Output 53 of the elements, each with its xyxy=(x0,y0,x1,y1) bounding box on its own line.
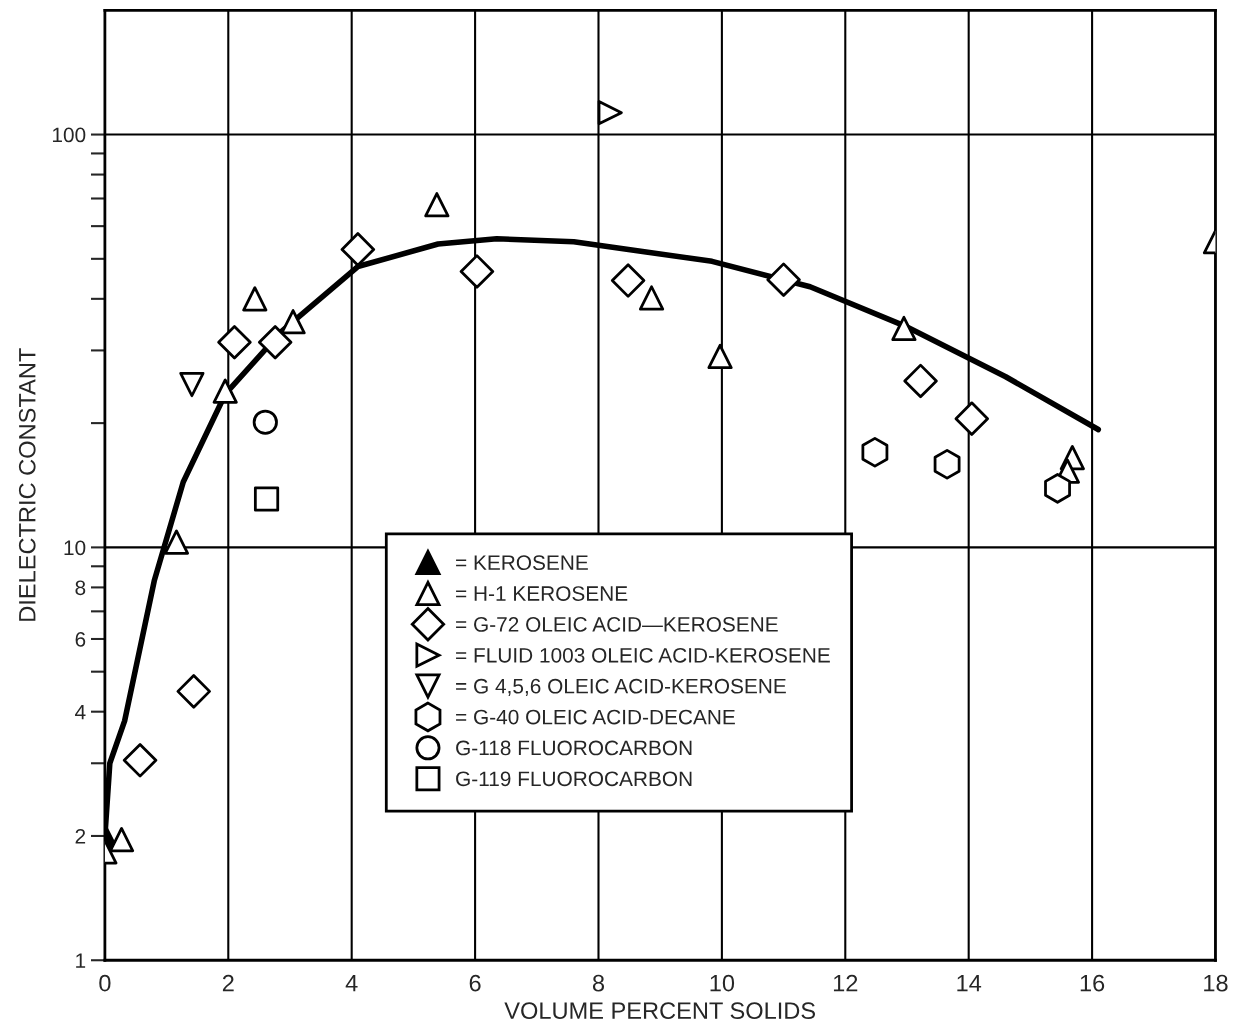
point xyxy=(253,486,280,512)
point xyxy=(424,192,450,218)
point xyxy=(1044,473,1071,504)
x-tick-label: 10 xyxy=(710,974,735,992)
point xyxy=(163,529,190,555)
point xyxy=(179,371,205,398)
legend-label: = G-40 OLEIC ACID-DECANE xyxy=(456,709,735,725)
point xyxy=(242,286,268,312)
point xyxy=(597,100,623,126)
x-tick-label: 14 xyxy=(957,975,982,992)
legend-label: = KEROSENE xyxy=(456,555,588,571)
point xyxy=(252,409,278,435)
point xyxy=(217,325,252,360)
legend-label: G-118 FLUOROCARBON xyxy=(456,740,692,756)
point xyxy=(257,325,293,360)
y-tick-label: 2 xyxy=(75,828,86,844)
y-tick-label: 8 xyxy=(75,580,86,596)
point xyxy=(108,827,135,853)
x-tick-label: 16 xyxy=(1080,974,1105,992)
x-axis-title: VOLUME PERCENT SOLIDS xyxy=(504,1002,816,1020)
legend-label: = H-1 KEROSENE xyxy=(456,586,628,601)
point xyxy=(707,343,733,370)
legend-label: = G 4,5,6 OLEIC ACID-KEROSENE xyxy=(456,678,786,697)
point xyxy=(903,363,938,399)
legend-label: = FLUID 1003 OLEIC ACID-KEROSENE xyxy=(456,647,830,663)
point xyxy=(280,309,306,335)
x-tick-label: 8 xyxy=(592,974,605,992)
point xyxy=(610,263,646,298)
y-tick-label: 10 xyxy=(64,540,86,556)
point xyxy=(122,743,158,778)
x-tick-label: 6 xyxy=(469,974,481,992)
point xyxy=(766,262,801,297)
point xyxy=(459,254,495,289)
y-tick-label: 1 xyxy=(76,953,86,968)
legend-label: = G-72 OLEIC ACID—KEROSENE xyxy=(456,617,778,632)
x-tick-label: 12 xyxy=(833,974,858,992)
y-tick-label: 4 xyxy=(75,704,86,720)
x-tick-label: 0 xyxy=(99,974,111,992)
y-axis-title: DIELECTRIC CONSTANT xyxy=(18,348,36,621)
legend-label: G-119 FLUOROCARBON xyxy=(456,771,692,787)
x-tick-label: 18 xyxy=(1204,974,1228,992)
point xyxy=(340,232,376,267)
point xyxy=(891,315,917,342)
point xyxy=(212,378,238,404)
x-tick-label: 4 xyxy=(345,975,358,992)
x-tick-label: 2 xyxy=(222,974,234,992)
point xyxy=(176,674,211,709)
point xyxy=(954,401,989,436)
point xyxy=(638,285,665,311)
y-tick-label: 100 xyxy=(52,127,86,143)
point xyxy=(933,448,961,480)
point xyxy=(861,436,889,468)
y-tick-label: 6 xyxy=(75,631,86,647)
